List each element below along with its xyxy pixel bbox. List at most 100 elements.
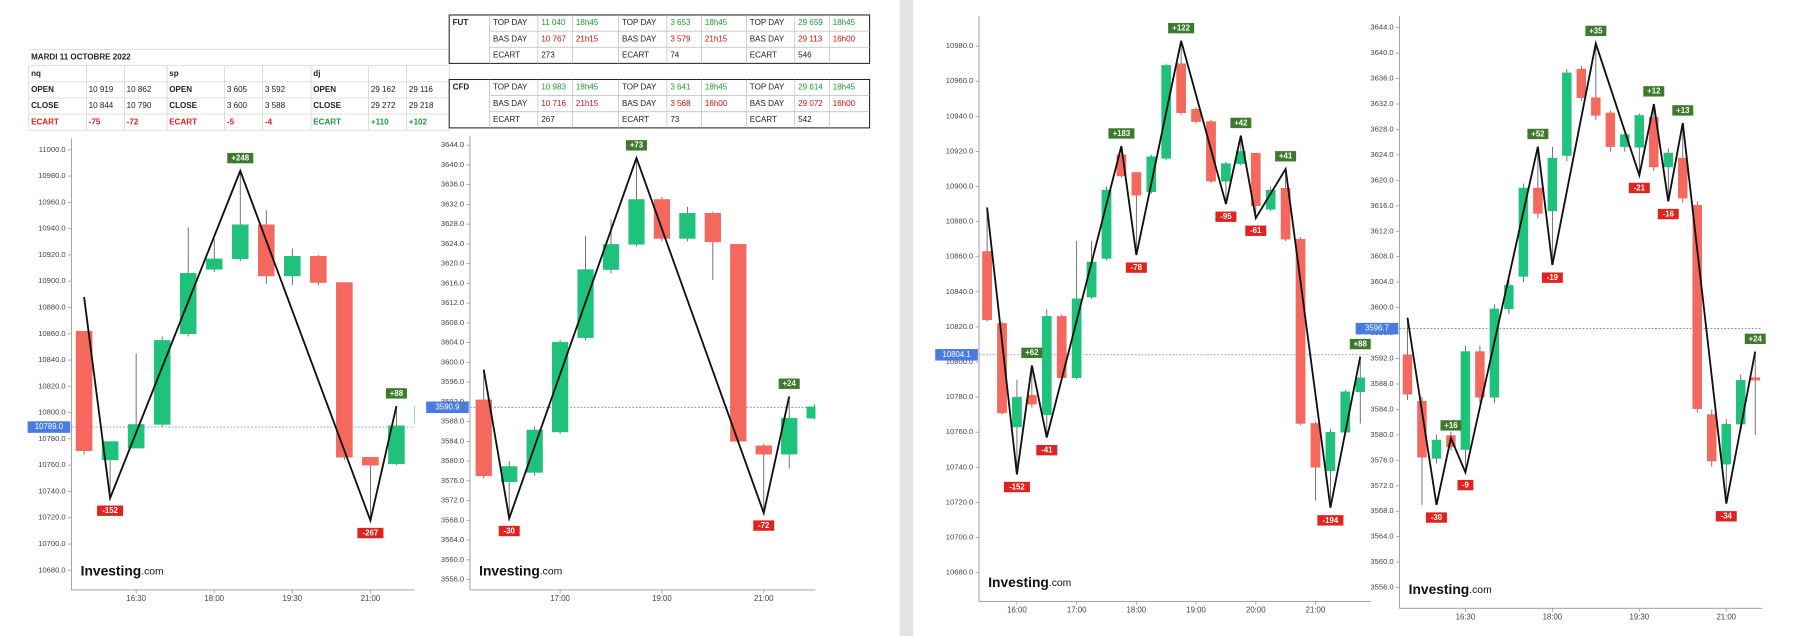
candle-body <box>1707 414 1717 462</box>
price-tag-label: 3596.7 <box>1365 324 1389 333</box>
y-tick-label: 10740.0 <box>946 462 973 471</box>
candle-body <box>1576 68 1587 98</box>
y-tick-label: 3628.0 <box>1370 124 1393 133</box>
y-tick-label: 10900.0 <box>38 276 65 285</box>
candle-body <box>628 199 645 245</box>
y-tick-label: 3556.0 <box>441 575 464 584</box>
cell-value: 29 272 <box>371 101 396 110</box>
x-tick-label: 21:00 <box>754 594 774 603</box>
y-tick-label: 3576.0 <box>1370 455 1393 464</box>
y-tick-label: 3640.0 <box>1370 48 1393 57</box>
candle-body <box>1101 189 1112 259</box>
candle-body <box>205 258 223 270</box>
y-tick-label: 10920.0 <box>38 250 65 259</box>
y-tick-label: 10940.0 <box>946 111 973 120</box>
candle-body <box>653 199 671 239</box>
candle-body <box>755 445 772 455</box>
y-tick-label: 10900.0 <box>946 181 973 190</box>
x-tick-label: 18:00 <box>1127 606 1147 615</box>
candle-body <box>101 441 119 461</box>
row-label: ECART <box>622 50 649 59</box>
cell-value: 3 579 <box>670 34 691 43</box>
candle-body <box>1692 204 1702 410</box>
price-tag-label: 3590.9 <box>435 402 459 411</box>
swing-label-box <box>1036 444 1058 456</box>
y-tick-label: 11000.0 <box>39 145 66 154</box>
y-tick-label: 3564.0 <box>441 535 464 544</box>
cell-value: 542 <box>798 115 812 124</box>
watermark-suffix: .com <box>1469 585 1491 596</box>
row-label: OPEN <box>313 85 336 94</box>
cell-value: 29 116 <box>409 85 434 94</box>
row-label: TOP DAY <box>750 18 785 27</box>
x-tick-label: 16:30 <box>126 594 146 603</box>
swing-label-box <box>1230 117 1252 129</box>
y-tick-label: 3572.0 <box>441 496 464 505</box>
y-tick-label: 3572.0 <box>1370 481 1393 490</box>
plot <box>71 168 415 524</box>
watermark-suffix: .com <box>141 566 163 577</box>
y-tick-label: 10720.0 <box>946 497 973 506</box>
cell-value: -75 <box>89 117 101 126</box>
y-tick-label: 10820.0 <box>38 381 65 390</box>
candle-body <box>1678 157 1688 199</box>
y-tick-label: 3608.0 <box>1370 252 1393 261</box>
candle-body <box>1250 152 1261 207</box>
row-label: CLOSE <box>313 101 341 110</box>
y-tick-label: 10820.0 <box>946 322 973 331</box>
swing-label: -72 <box>758 521 770 530</box>
price-tag <box>426 401 469 414</box>
y-tick-label: 10960.0 <box>38 197 65 206</box>
candle-body <box>1605 112 1616 147</box>
candle-body <box>730 244 747 442</box>
candle-body <box>982 251 992 321</box>
cell-value: 10 716 <box>541 99 566 108</box>
row-label: ECART <box>493 50 520 59</box>
cell-value: 10 919 <box>89 85 114 94</box>
y-tick-label: 10760.0 <box>38 460 65 469</box>
cell-value: 10 983 <box>541 83 566 92</box>
swing-label-box <box>1628 182 1650 194</box>
candle-body <box>284 256 301 277</box>
y-tick-label: 3592.0 <box>1370 354 1393 363</box>
y-tick-label: 3564.0 <box>1370 532 1393 541</box>
swing-label: +35 <box>1589 26 1603 35</box>
y-tick-label: 3556.0 <box>1370 583 1393 592</box>
candle-body <box>310 256 327 283</box>
candle-body <box>75 330 93 451</box>
y-tick-label: 3612.0 <box>1370 226 1393 235</box>
candle-body <box>475 399 492 477</box>
table-frame <box>448 78 871 129</box>
swing-label: +24 <box>783 379 797 388</box>
y-tick-label: 3620.0 <box>1370 175 1393 184</box>
y-tick-label: 3600.0 <box>441 357 464 366</box>
cell-value: +110 <box>371 117 389 126</box>
swing-label-box <box>498 525 520 537</box>
swing-label-box <box>1457 479 1474 491</box>
candle-body <box>704 213 721 243</box>
swing-label: -9 <box>1462 481 1470 490</box>
row-label: CLOSE <box>169 101 197 110</box>
swing-label-box <box>1643 86 1665 97</box>
index-name: sp <box>169 69 178 78</box>
y-tick-label: 3616.0 <box>1370 201 1393 210</box>
zigzag-line <box>1406 39 1757 506</box>
swing-label: +183 <box>1113 129 1131 138</box>
y-tick-label: 3584.0 <box>1370 404 1393 413</box>
y-tick-label: 3560.0 <box>441 555 464 564</box>
watermark-brand: Investing <box>81 562 142 578</box>
candle-body <box>1221 163 1231 182</box>
candle-body <box>1310 423 1321 468</box>
y-tick-label: 10680.0 <box>946 568 973 577</box>
candle-body <box>1012 396 1022 428</box>
cell-value: -4 <box>265 117 273 126</box>
cell-value: 3 605 <box>227 85 248 94</box>
row-label: BAS DAY <box>622 99 657 108</box>
row-label: ECART <box>493 115 520 124</box>
index-name: nq <box>31 69 41 78</box>
y-tick-label: 10860.0 <box>946 252 973 261</box>
y-tick-label: 10980.0 <box>38 171 65 180</box>
swing-label: -95 <box>1220 212 1232 221</box>
watermark: Investing.com <box>81 562 164 578</box>
candle-body <box>1750 377 1760 381</box>
